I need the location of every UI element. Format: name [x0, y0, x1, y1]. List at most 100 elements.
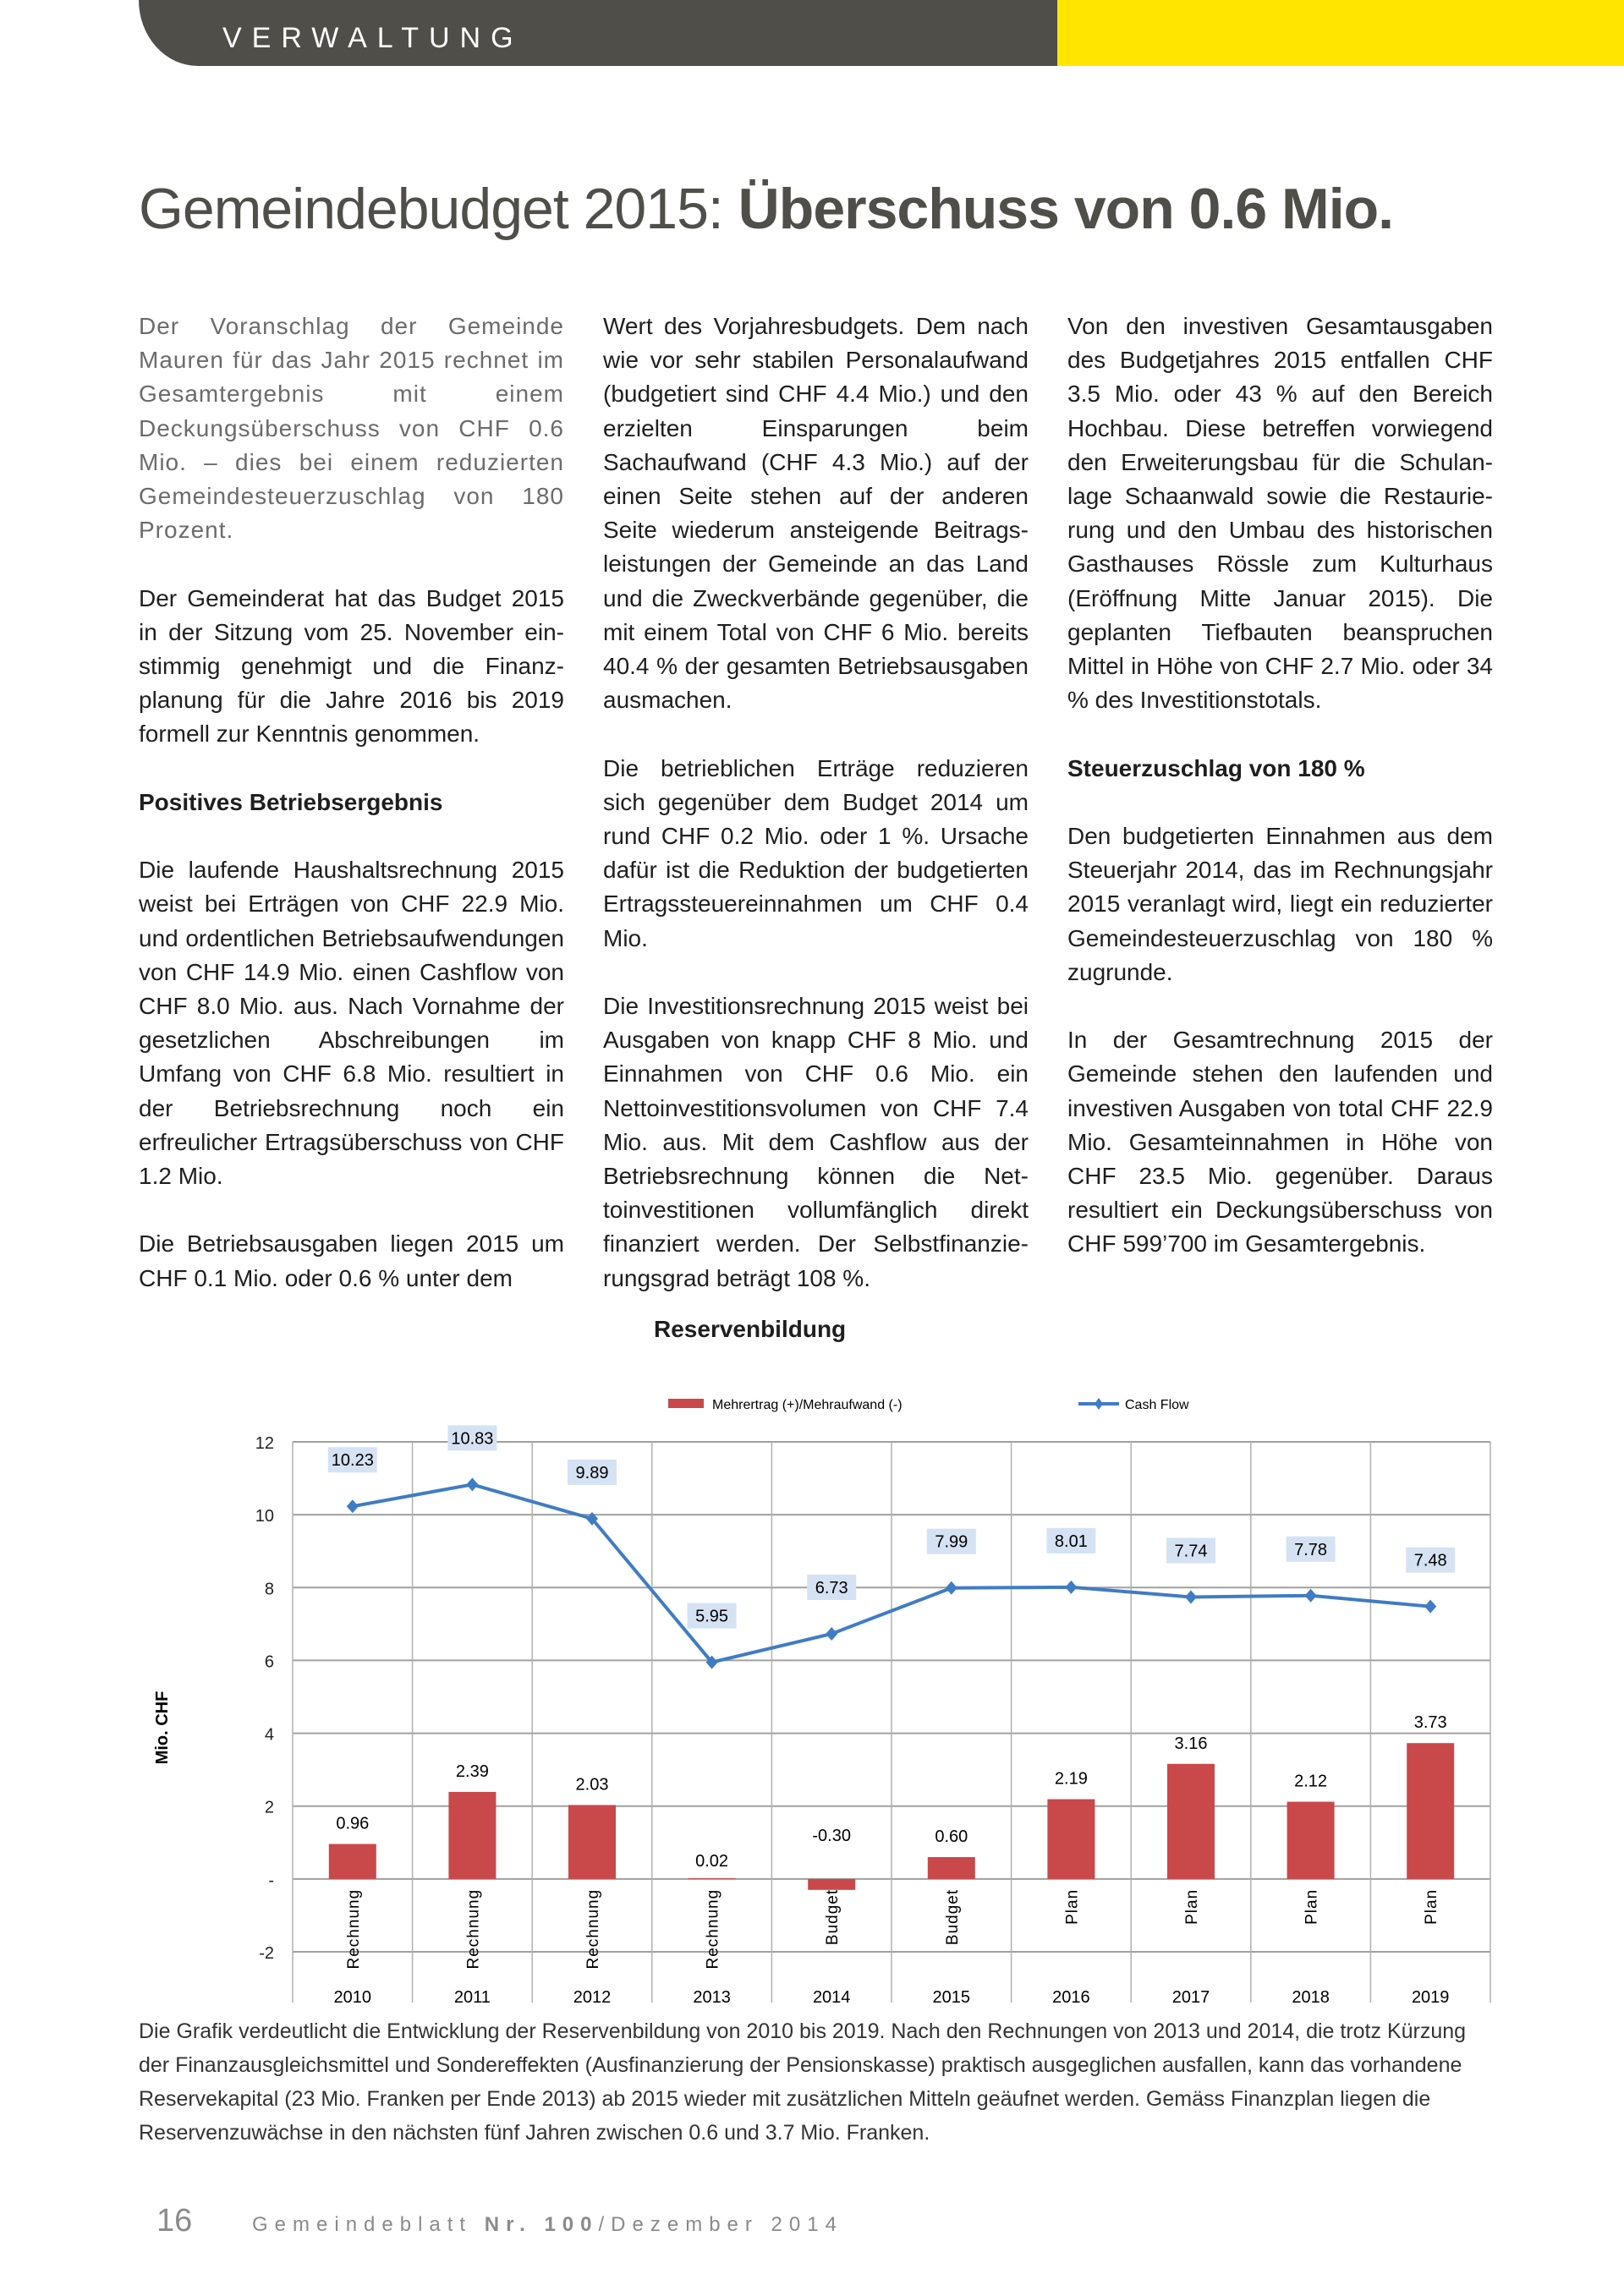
bar-data-label: 2.19 — [1055, 1770, 1088, 1789]
subheading: Steuerzuschlag von 180 % — [1067, 754, 1365, 781]
category-type-label: Plan — [1303, 1889, 1321, 1925]
x-tick-label: 2014 — [813, 1988, 851, 2007]
category-type-label: Rechnung — [584, 1889, 602, 1970]
y-tick-label: 4 — [265, 1726, 274, 1745]
y-tick-label: 8 — [265, 1580, 274, 1598]
accent-bar — [1057, 0, 1624, 66]
x-tick-label: 2018 — [1292, 1988, 1330, 2007]
bar — [448, 1791, 497, 1879]
y-tick-label: 6 — [265, 1652, 274, 1671]
category-type-label: Plan — [1423, 1889, 1440, 1925]
line-label-bg — [1046, 1527, 1096, 1553]
legend-line-label: Cash Flow — [1125, 1398, 1189, 1412]
cash-flow-line — [352, 1482, 1431, 1664]
x-tick-label: 2012 — [573, 1988, 612, 2007]
line-label-bg — [807, 1574, 857, 1600]
paragraph: Den budgetierten Einnahmen aus dem Steue… — [1067, 823, 1493, 985]
y-axis-label: Mio. CHF — [153, 1691, 172, 1765]
category-type-label: Plan — [1183, 1889, 1201, 1925]
bar — [328, 1844, 376, 1879]
line-marker — [826, 1626, 838, 1641]
paragraph: Die betrieblichen Erträge reduzieren sic… — [603, 754, 1029, 951]
bar — [1287, 1801, 1335, 1879]
x-tick-label: 2013 — [693, 1988, 731, 2007]
y-tick-label: 2 — [265, 1799, 274, 1817]
bar-data-label: 0.02 — [695, 1852, 728, 1871]
line-marker — [945, 1581, 957, 1595]
bar-data-label: 0.96 — [336, 1815, 369, 1833]
paragraph: Die laufende Haushaltsrechnung 2015 weis… — [139, 857, 564, 1190]
line-marker — [1424, 1599, 1437, 1614]
title-light: Gemeindebudget 2015: — [139, 177, 738, 241]
category-type-label: Rechnung — [705, 1889, 722, 1970]
legend-bar-label: Mehrertrag (+)/Mehraufwand (-) — [712, 1398, 903, 1412]
line-data-label: 6.73 — [815, 1579, 848, 1597]
title-bold: Überschuss von 0.6 Mio. — [738, 177, 1394, 241]
line-label-bg — [568, 1459, 617, 1485]
line-marker — [586, 1511, 598, 1526]
line-label-bg — [1286, 1536, 1336, 1562]
chart-caption: Die Grafik verdeutlicht die Entwicklung … — [139, 2019, 1467, 2145]
issue-number: Nr. 100 — [484, 2213, 599, 2236]
y-tick-label: - — [268, 1871, 274, 1890]
line-marker — [346, 1499, 359, 1514]
bar-data-label: 2.39 — [456, 1762, 489, 1781]
y-tick-label: 10 — [255, 1507, 274, 1526]
category-type-label: Rechnung — [345, 1889, 363, 1970]
bar-data-label: 3.73 — [1414, 1713, 1447, 1732]
line-data-label: 7.48 — [1414, 1552, 1447, 1570]
bar-data-label: 2.03 — [576, 1775, 609, 1794]
paragraph: In der Gesamtrechnung 2015 der Gemeinde … — [1067, 1027, 1493, 1258]
section-header-bar — [139, 0, 1057, 66]
lead-paragraph: Der Voranschlag der Gemeinde Mauren für … — [139, 313, 564, 544]
paragraph: Die Investitionsrechnung 2015 weist bei … — [603, 993, 1029, 1291]
line-data-label: 7.78 — [1294, 1541, 1327, 1559]
magazine-name: Gemeindeblatt — [252, 2213, 473, 2236]
bar — [688, 1877, 736, 1879]
paragraph: Der Gemeinderat hat das Budget 2015 in d… — [139, 584, 564, 748]
line-data-label: 10.23 — [332, 1451, 374, 1470]
page-title: Gemeindebudget 2015: Überschuss von 0.6 … — [139, 176, 1394, 242]
x-tick-label: 2019 — [1412, 1988, 1450, 2007]
chart-title: Reservenbildung — [654, 1316, 847, 1342]
legend-diamond-icon — [1095, 1398, 1103, 1410]
category-type-label: Budget — [944, 1889, 962, 1945]
x-tick-label: 2010 — [334, 1988, 372, 2007]
footer: 16 Gemeindeblatt Nr. 100/Dezember 2014 — [156, 2203, 837, 2239]
line-label-bg — [447, 1425, 497, 1451]
line-marker — [705, 1655, 718, 1669]
line-marker — [1185, 1590, 1197, 1604]
line-data-label: 9.89 — [576, 1464, 609, 1482]
x-tick-label: 2016 — [1052, 1988, 1090, 2007]
column-2: Wert des Vorjahresbudgets. Dem nach wie … — [603, 310, 1029, 1329]
bar — [1167, 1763, 1215, 1879]
section-label: VERWALTUNG — [222, 22, 524, 54]
line-data-label: 7.74 — [1175, 1542, 1208, 1560]
issue-date: /Dezember 2014 — [598, 2213, 843, 2236]
x-tick-label: 2015 — [933, 1988, 971, 2007]
bar-data-label: -0.30 — [812, 1827, 851, 1845]
paragraph: Von den investiven Gesamtausgaben des Bu… — [1067, 313, 1493, 714]
column-3: Von den investiven Gesamtausgaben des Bu… — [1067, 310, 1493, 1296]
subheading: Positives Betriebsergebnis — [139, 788, 443, 815]
line-marker — [1065, 1580, 1078, 1594]
y-tick-label: -2 — [259, 1944, 274, 1963]
x-tick-label: 2011 — [454, 1988, 491, 2007]
line-marker — [466, 1477, 479, 1492]
category-type-label: Budget — [824, 1889, 842, 1945]
line-data-label: 10.83 — [451, 1429, 493, 1448]
line-data-label: 8.01 — [1055, 1532, 1088, 1551]
line-marker — [1304, 1588, 1317, 1603]
line-label-bg — [327, 1447, 377, 1473]
page-number: 16 — [156, 2203, 193, 2238]
line-data-label: 5.95 — [695, 1608, 728, 1626]
column-1: Der Voranschlag der Gemeinde Mauren für … — [139, 310, 564, 1329]
bar — [568, 1805, 616, 1879]
line-label-bg — [1406, 1547, 1456, 1573]
paragraph: Wert des Vorjahresbudgets. Dem nach wie … — [603, 313, 1029, 714]
bar-data-label: 0.60 — [935, 1827, 968, 1846]
publication-info: Gemeindeblatt Nr. 100/Dezember 2014 — [252, 2213, 843, 2237]
bar — [1047, 1799, 1095, 1879]
bar — [1407, 1743, 1455, 1879]
